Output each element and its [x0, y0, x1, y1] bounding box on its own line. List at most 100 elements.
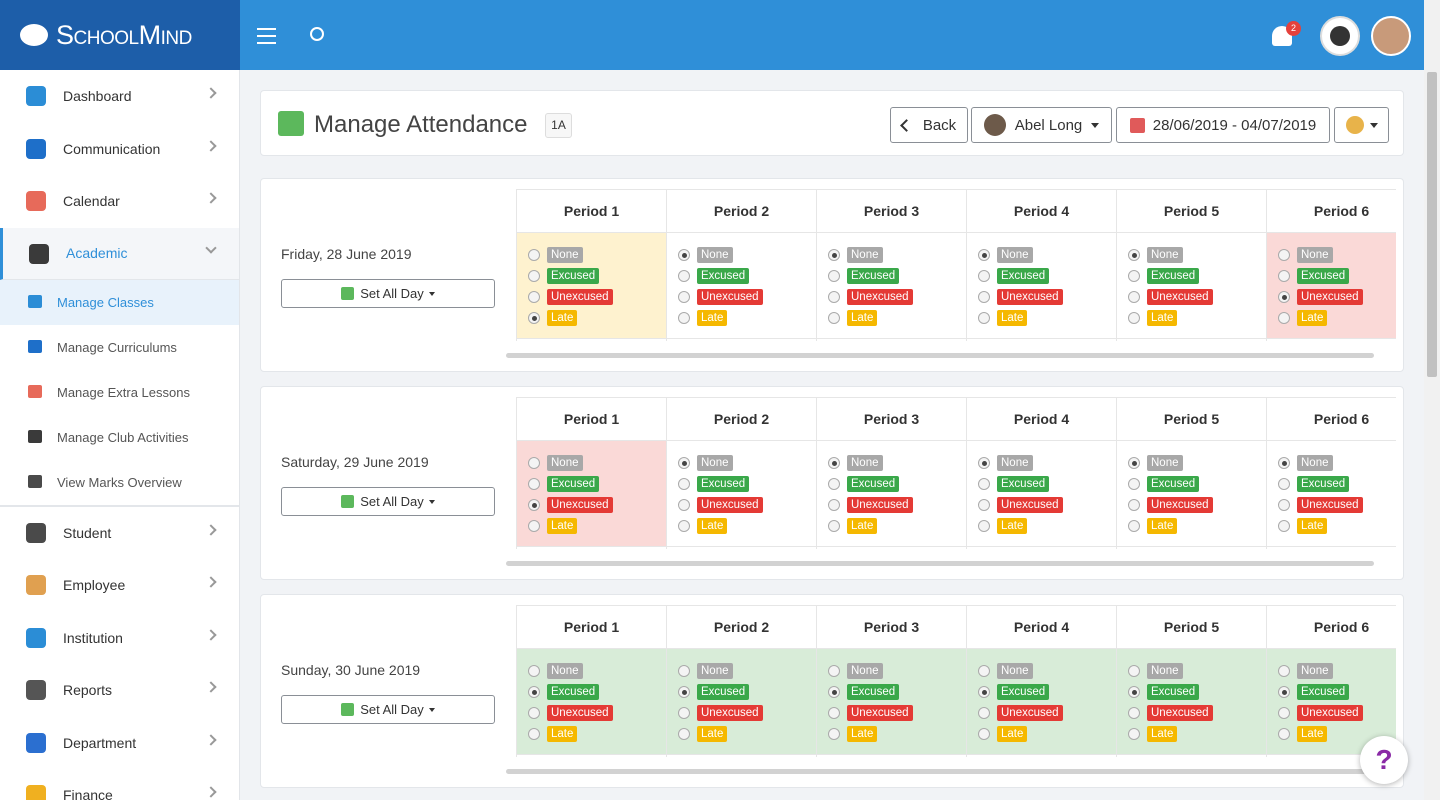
status-label: Unexcused [697, 497, 763, 513]
radio[interactable] [1278, 270, 1290, 282]
radio[interactable] [678, 249, 690, 261]
set-all-day-button[interactable]: Set All Day [281, 487, 495, 516]
radio[interactable] [1278, 686, 1290, 698]
radio[interactable] [678, 478, 690, 490]
submenu-item[interactable]: Manage Classes [0, 279, 239, 325]
menu-item[interactable]: Finance [0, 769, 239, 800]
radio[interactable] [1128, 665, 1140, 677]
radio[interactable] [978, 728, 990, 740]
menu-item[interactable]: Institution [0, 612, 239, 664]
radio[interactable] [528, 478, 540, 490]
radio[interactable] [1278, 728, 1290, 740]
radio[interactable] [978, 686, 990, 698]
radio[interactable] [528, 312, 540, 324]
radio[interactable] [828, 520, 840, 532]
submenu-item[interactable]: Manage Club Activities [0, 415, 239, 460]
radio[interactable] [828, 291, 840, 303]
radio[interactable] [828, 686, 840, 698]
menu-item[interactable]: Academic [0, 227, 239, 280]
back-button[interactable]: Back [890, 107, 968, 143]
radio[interactable] [828, 457, 840, 469]
menu-item[interactable]: Communication [0, 123, 239, 175]
radio[interactable] [678, 665, 690, 677]
submenu-item[interactable]: Manage Curriculums [0, 325, 239, 370]
radio[interactable] [1128, 270, 1140, 282]
radio[interactable] [978, 499, 990, 511]
menu-item[interactable]: Dashboard [0, 70, 239, 122]
radio[interactable] [828, 499, 840, 511]
radio[interactable] [528, 249, 540, 261]
radio[interactable] [528, 291, 540, 303]
school-avatar[interactable] [1320, 16, 1360, 56]
radio[interactable] [678, 270, 690, 282]
help-button[interactable]: ? [1360, 736, 1408, 784]
set-all-day-button[interactable]: Set All Day [281, 695, 495, 724]
radio[interactable] [528, 665, 540, 677]
radio[interactable] [1278, 478, 1290, 490]
radio[interactable] [528, 457, 540, 469]
search-icon[interactable] [310, 27, 324, 41]
user-select[interactable]: Abel Long [971, 107, 1112, 143]
radio[interactable] [1278, 520, 1290, 532]
radio[interactable] [828, 478, 840, 490]
radio[interactable] [978, 457, 990, 469]
radio[interactable] [1128, 728, 1140, 740]
radio[interactable] [828, 665, 840, 677]
radio[interactable] [528, 707, 540, 719]
radio[interactable] [1128, 520, 1140, 532]
radio[interactable] [828, 707, 840, 719]
radio[interactable] [528, 728, 540, 740]
radio[interactable] [1128, 312, 1140, 324]
radio[interactable] [978, 270, 990, 282]
radio[interactable] [678, 707, 690, 719]
radio[interactable] [828, 270, 840, 282]
menu-toggle[interactable] [257, 28, 276, 44]
radio[interactable] [828, 312, 840, 324]
submenu-item[interactable]: View Marks Overview [0, 460, 239, 505]
radio[interactable] [1128, 499, 1140, 511]
radio[interactable] [528, 520, 540, 532]
radio[interactable] [1278, 499, 1290, 511]
radio[interactable] [978, 312, 990, 324]
menu-item[interactable]: Department [0, 717, 239, 769]
radio[interactable] [978, 478, 990, 490]
menu-item[interactable]: Reports [0, 664, 239, 716]
date-range[interactable]: 28/06/2019 - 04/07/2019 [1116, 107, 1330, 143]
radio[interactable] [1278, 707, 1290, 719]
radio[interactable] [1278, 312, 1290, 324]
radio[interactable] [1278, 665, 1290, 677]
radio[interactable] [678, 291, 690, 303]
radio[interactable] [678, 686, 690, 698]
radio[interactable] [978, 520, 990, 532]
radio[interactable] [528, 686, 540, 698]
submenu-item[interactable]: Manage Extra Lessons [0, 370, 239, 415]
radio[interactable] [828, 249, 840, 261]
radio[interactable] [1128, 457, 1140, 469]
radio[interactable] [678, 457, 690, 469]
menu-item[interactable]: Employee [0, 559, 239, 611]
radio[interactable] [1128, 291, 1140, 303]
menu-item[interactable]: Calendar [0, 175, 239, 227]
radio[interactable] [678, 312, 690, 324]
radio[interactable] [1128, 478, 1140, 490]
radio[interactable] [978, 291, 990, 303]
radio[interactable] [1128, 686, 1140, 698]
radio[interactable] [1278, 457, 1290, 469]
radio[interactable] [828, 728, 840, 740]
menu-item[interactable]: Student [0, 507, 239, 559]
user-avatar[interactable] [1371, 16, 1411, 56]
radio[interactable] [978, 707, 990, 719]
set-all-day-button[interactable]: Set All Day [281, 279, 495, 308]
radio[interactable] [1128, 707, 1140, 719]
radio[interactable] [1128, 249, 1140, 261]
radio[interactable] [978, 249, 990, 261]
radio[interactable] [528, 270, 540, 282]
radio[interactable] [678, 520, 690, 532]
radio[interactable] [1278, 291, 1290, 303]
radio[interactable] [528, 499, 540, 511]
radio[interactable] [678, 499, 690, 511]
radio[interactable] [678, 728, 690, 740]
radio[interactable] [1278, 249, 1290, 261]
role-select[interactable] [1334, 107, 1389, 143]
radio[interactable] [978, 665, 990, 677]
